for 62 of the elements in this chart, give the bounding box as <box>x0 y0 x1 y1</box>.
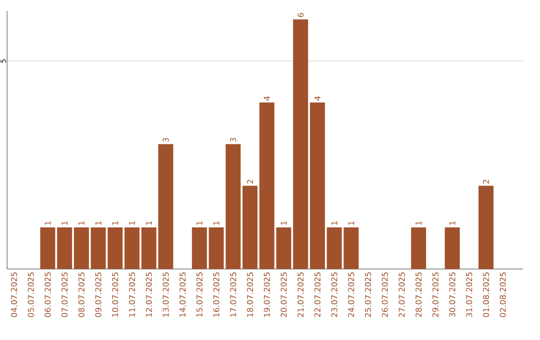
x-tick-label: 31.07.2025 <box>466 272 472 317</box>
data-label: 6 <box>298 13 304 18</box>
bar <box>57 227 72 269</box>
x-tick-label: 08.07.2025 <box>78 272 84 317</box>
bar <box>74 227 89 269</box>
x-tick-label: 13.07.2025 <box>162 272 169 317</box>
data-label: 1 <box>280 221 287 225</box>
x-tick-label: 09.07.2025 <box>95 272 102 317</box>
x-tick-label: 04.07.2025 <box>10 272 18 317</box>
x-tick-label: 30.07.2025 <box>449 272 456 317</box>
data-label: 1 <box>95 221 102 225</box>
x-tick-label: 01.08.2025 <box>482 272 490 317</box>
data-label: 4 <box>264 96 270 100</box>
data-label: 1 <box>449 221 456 225</box>
data-label: 1 <box>213 221 220 225</box>
x-tick-label: 17.07.2025 <box>230 272 236 317</box>
data-label: 1 <box>331 221 338 225</box>
data-label: 1 <box>62 221 68 225</box>
bar <box>192 227 207 269</box>
x-tick-label: 12.07.2025 <box>146 272 152 317</box>
x-tick-label: 14.07.2025 <box>180 272 186 317</box>
data-label: 1 <box>44 221 51 225</box>
x-tick-label: 05.07.2025 <box>28 272 34 317</box>
data-label: 1 <box>348 221 354 225</box>
x-tick-label: 15.07.2025 <box>196 272 202 317</box>
x-tick-label: 27.07.2025 <box>398 272 405 317</box>
x-tick-label: 10.07.2025 <box>112 272 118 317</box>
x-tick-label: 26.07.2025 <box>382 272 388 317</box>
x-tick-label: 06.07.2025 <box>44 272 51 317</box>
x-tick-label: 28.07.2025 <box>416 272 422 317</box>
data-label: 1 <box>78 221 84 225</box>
data-label: 1 <box>416 221 422 225</box>
data-label: 1 <box>196 221 202 225</box>
data-label: 1 <box>146 221 152 225</box>
bar <box>242 186 258 269</box>
x-tick-label: 19.07.2025 <box>264 272 270 317</box>
x-tick-label: 29.07.2025 <box>432 272 438 317</box>
x-tick-label: 22.07.2025 <box>314 272 320 317</box>
data-label: 2 <box>483 180 489 184</box>
x-tick-label: 21.07.2025 <box>298 272 304 317</box>
x-tick-label: 23.07.2025 <box>331 272 338 317</box>
bar <box>478 186 494 269</box>
x-tick-label: 02.08.2025 <box>500 272 506 317</box>
data-label: 3 <box>162 138 169 142</box>
bar <box>124 227 140 269</box>
data-label: 1 <box>129 221 135 225</box>
data-label: 1 <box>112 221 118 225</box>
data-label: 2 <box>247 180 253 184</box>
x-tick-label: 07.07.2025 <box>62 272 68 317</box>
bar <box>40 227 56 269</box>
bar <box>310 102 325 269</box>
x-tick-label: 24.07.2025 <box>348 272 354 317</box>
x-tick-label: 11.07.2025 <box>128 272 136 317</box>
data-label: 3 <box>230 138 236 142</box>
x-tick-label: 25.07.2025 <box>364 272 372 317</box>
bar <box>444 227 460 269</box>
data-label: 4 <box>314 96 320 100</box>
x-tick-label: 20.07.2025 <box>280 272 287 317</box>
bar <box>293 19 308 269</box>
x-tick-label: 16.07.2025 <box>213 272 220 317</box>
x-tick-label: 18.07.2025 <box>246 272 254 317</box>
bar <box>411 227 426 269</box>
